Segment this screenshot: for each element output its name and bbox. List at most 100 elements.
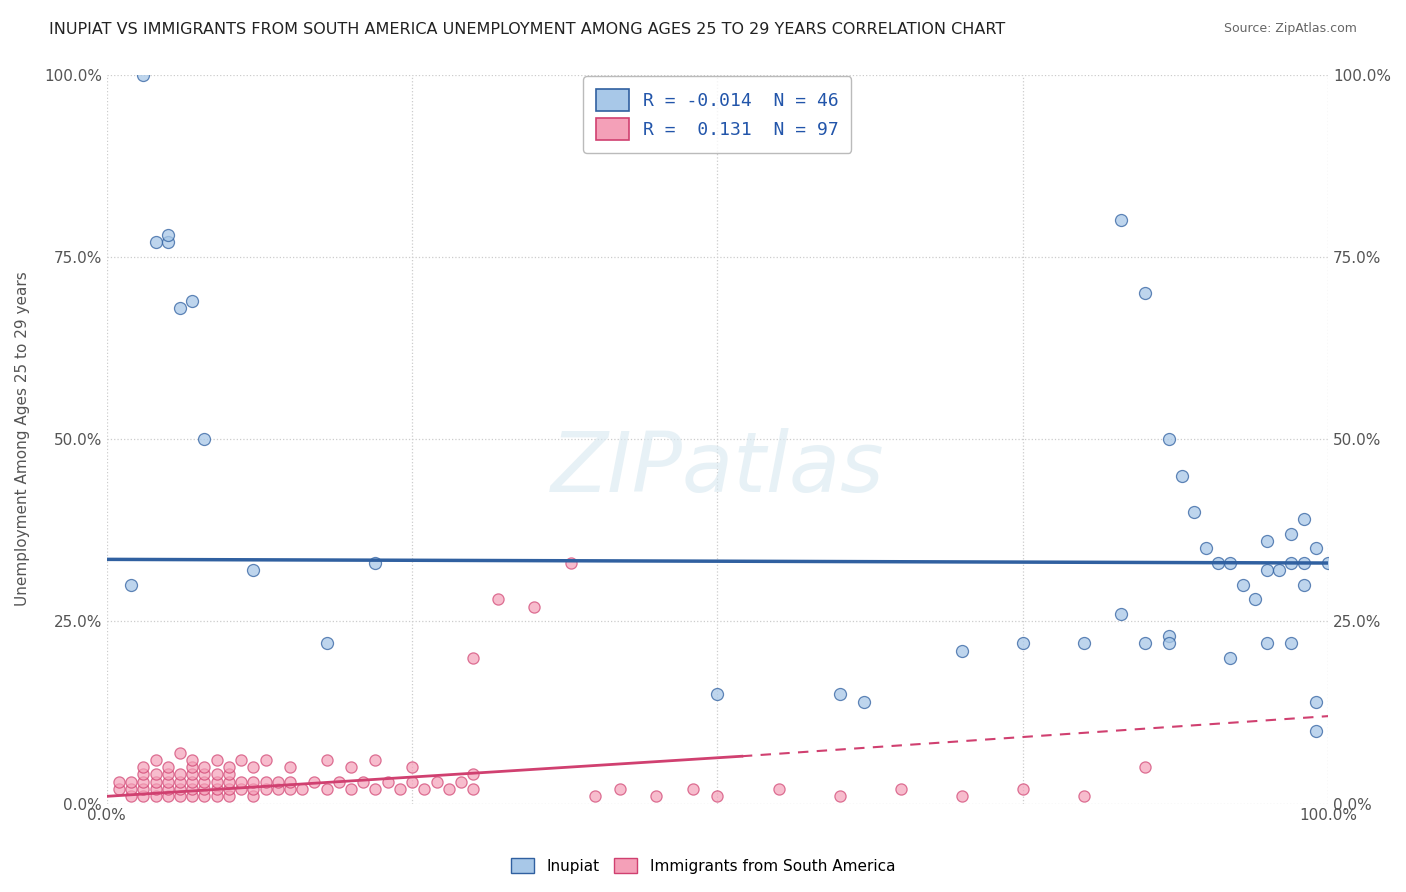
Point xyxy=(254,782,277,797)
Point xyxy=(1073,636,1095,650)
Point xyxy=(1281,526,1303,541)
Text: INUPIAT VS IMMIGRANTS FROM SOUTH AMERICA UNEMPLOYMENT AMONG AGES 25 TO 29 YEARS : INUPIAT VS IMMIGRANTS FROM SOUTH AMERICA… xyxy=(49,22,1005,37)
Point xyxy=(132,789,155,804)
Point xyxy=(450,774,472,789)
Point xyxy=(1292,578,1315,592)
Point xyxy=(1011,782,1033,797)
Point xyxy=(156,774,179,789)
Point xyxy=(1292,556,1315,570)
Point xyxy=(1159,432,1181,446)
Point xyxy=(1159,636,1181,650)
Point xyxy=(768,782,790,797)
Point xyxy=(120,789,142,804)
Point xyxy=(242,760,264,774)
Point xyxy=(1305,694,1327,708)
Point xyxy=(205,774,228,789)
Point xyxy=(828,789,851,804)
Point xyxy=(218,774,240,789)
Point xyxy=(254,774,277,789)
Point xyxy=(145,753,167,767)
Point xyxy=(193,767,215,781)
Point xyxy=(364,556,387,570)
Point xyxy=(242,782,264,797)
Point xyxy=(315,753,337,767)
Point xyxy=(304,774,326,789)
Point xyxy=(169,774,191,789)
Point xyxy=(193,760,215,774)
Point xyxy=(1219,650,1241,665)
Point xyxy=(145,789,167,804)
Point xyxy=(267,782,290,797)
Point xyxy=(1232,578,1254,592)
Point xyxy=(950,643,973,657)
Point xyxy=(181,789,204,804)
Point xyxy=(169,767,191,781)
Point xyxy=(205,767,228,781)
Point xyxy=(950,789,973,804)
Legend: Inupiat, Immigrants from South America: Inupiat, Immigrants from South America xyxy=(505,852,901,880)
Point xyxy=(463,650,485,665)
Point xyxy=(1170,468,1192,483)
Point xyxy=(1244,592,1267,607)
Point xyxy=(120,774,142,789)
Point xyxy=(132,760,155,774)
Point xyxy=(278,782,301,797)
Point xyxy=(169,301,191,315)
Text: ZIPatlas: ZIPatlas xyxy=(551,428,884,508)
Point xyxy=(205,753,228,767)
Point xyxy=(1256,534,1278,549)
Point xyxy=(169,746,191,760)
Point xyxy=(1109,607,1132,621)
Point xyxy=(205,782,228,797)
Point xyxy=(156,760,179,774)
Point xyxy=(401,760,423,774)
Point xyxy=(145,774,167,789)
Point xyxy=(181,782,204,797)
Point xyxy=(364,753,387,767)
Point xyxy=(1109,213,1132,227)
Point xyxy=(291,782,314,797)
Point xyxy=(463,782,485,797)
Point xyxy=(388,782,411,797)
Point xyxy=(340,782,363,797)
Point xyxy=(583,789,606,804)
Point xyxy=(120,578,142,592)
Point xyxy=(340,760,363,774)
Point xyxy=(1292,512,1315,526)
Point xyxy=(169,789,191,804)
Point xyxy=(120,782,142,797)
Point xyxy=(1268,563,1291,577)
Point xyxy=(278,774,301,789)
Point xyxy=(682,782,704,797)
Point xyxy=(132,774,155,789)
Point xyxy=(181,293,204,308)
Text: Source: ZipAtlas.com: Source: ZipAtlas.com xyxy=(1223,22,1357,36)
Point xyxy=(1305,541,1327,556)
Point xyxy=(218,789,240,804)
Point xyxy=(242,774,264,789)
Point xyxy=(132,68,155,82)
Point xyxy=(1182,505,1205,519)
Point xyxy=(1195,541,1218,556)
Point xyxy=(132,767,155,781)
Point xyxy=(1256,563,1278,577)
Point xyxy=(181,767,204,781)
Point xyxy=(1317,556,1340,570)
Point xyxy=(425,774,447,789)
Point xyxy=(1073,789,1095,804)
Point xyxy=(315,782,337,797)
Point xyxy=(315,636,337,650)
Legend: R = -0.014  N = 46, R =  0.131  N = 97: R = -0.014 N = 46, R = 0.131 N = 97 xyxy=(583,76,852,153)
Point xyxy=(156,767,179,781)
Point xyxy=(193,774,215,789)
Point xyxy=(229,782,252,797)
Point xyxy=(205,789,228,804)
Point xyxy=(853,694,876,708)
Point xyxy=(523,599,546,614)
Point xyxy=(828,687,851,701)
Point xyxy=(1281,636,1303,650)
Point xyxy=(437,782,460,797)
Point xyxy=(1133,636,1156,650)
Point xyxy=(156,789,179,804)
Point xyxy=(1219,556,1241,570)
